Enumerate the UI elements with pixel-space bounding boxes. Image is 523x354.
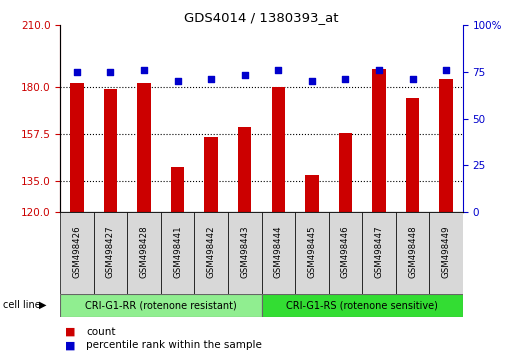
Bar (204, 137, 218, 212)
Text: GSM498444: GSM498444 (274, 225, 283, 278)
Bar (295, 212, 328, 294)
Bar (171, 166, 184, 212)
Bar (372, 69, 385, 212)
Text: GSM498449: GSM498449 (441, 225, 451, 278)
Text: CRI-G1-RS (rotenone sensitive): CRI-G1-RS (rotenone sensitive) (286, 300, 438, 310)
Text: GSM498428: GSM498428 (140, 225, 149, 278)
Text: GSM498447: GSM498447 (374, 225, 383, 278)
Text: GSM498446: GSM498446 (341, 225, 350, 278)
Bar (362, 212, 396, 294)
Bar (406, 98, 419, 212)
Text: GSM498427: GSM498427 (106, 225, 115, 278)
Bar (70, 83, 84, 212)
Text: cell line: cell line (3, 300, 40, 310)
Bar (138, 83, 151, 212)
Text: GSM498443: GSM498443 (240, 225, 249, 278)
Bar (305, 175, 319, 212)
Point (274, 67, 282, 73)
Bar (271, 87, 285, 212)
Bar (328, 212, 362, 294)
Point (73, 69, 81, 74)
Bar (60, 212, 94, 294)
Text: GSM498448: GSM498448 (408, 225, 417, 278)
Text: ■: ■ (65, 340, 76, 350)
Bar (127, 212, 161, 294)
Text: GSM498441: GSM498441 (173, 225, 182, 278)
Bar (60, 294, 262, 317)
Bar (262, 212, 295, 294)
Text: CRI-G1-RR (rotenone resistant): CRI-G1-RR (rotenone resistant) (85, 300, 237, 310)
Bar (94, 212, 127, 294)
Bar (228, 212, 262, 294)
Text: GSM498442: GSM498442 (207, 225, 215, 278)
Text: ▶: ▶ (39, 300, 47, 310)
Text: percentile rank within the sample: percentile rank within the sample (86, 340, 262, 350)
Point (408, 76, 417, 82)
Bar (161, 212, 195, 294)
Point (140, 67, 148, 73)
Point (106, 69, 115, 74)
Text: ■: ■ (65, 327, 76, 337)
Bar (195, 212, 228, 294)
Bar (339, 133, 352, 212)
Point (341, 76, 349, 82)
Bar (238, 127, 252, 212)
Point (442, 67, 450, 73)
Text: GSM498445: GSM498445 (308, 225, 316, 278)
Point (174, 78, 182, 84)
Bar (429, 212, 463, 294)
Text: count: count (86, 327, 116, 337)
Title: GDS4014 / 1380393_at: GDS4014 / 1380393_at (184, 11, 339, 24)
Point (375, 67, 383, 73)
Point (241, 73, 249, 78)
Bar (262, 294, 463, 317)
Point (308, 78, 316, 84)
Bar (439, 79, 453, 212)
Text: GSM498426: GSM498426 (72, 225, 82, 278)
Bar (396, 212, 429, 294)
Point (207, 76, 215, 82)
Bar (104, 90, 117, 212)
